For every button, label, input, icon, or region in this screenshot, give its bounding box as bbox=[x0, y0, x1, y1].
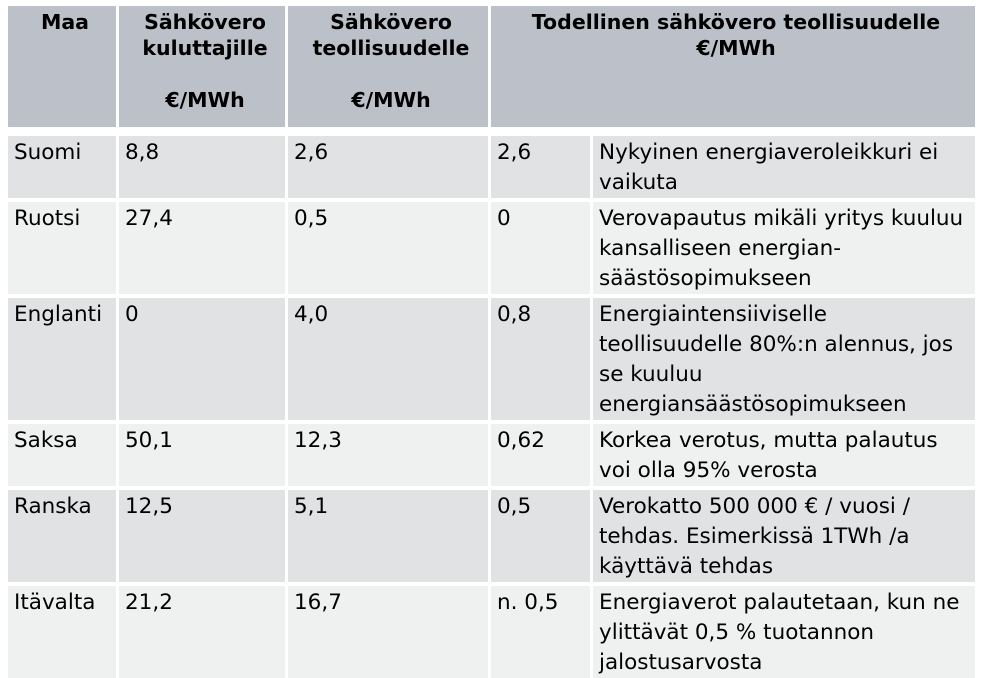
cell-country: Saksa bbox=[8, 424, 119, 490]
cell-industry-tax: 0,5 bbox=[288, 202, 491, 298]
cell-actual-tax: 0 bbox=[491, 202, 593, 298]
cell-country: Itävalta bbox=[8, 586, 119, 678]
cell-consumer-tax: 50,1 bbox=[119, 424, 288, 490]
header-consumer-tax: Sähkövero kuluttajille €/MWh bbox=[119, 6, 288, 131]
cell-note: Verovapautus mikäli yritys kuuluu kansal… bbox=[593, 202, 976, 298]
cell-note: Korkea verotus, mutta palautus voi olla … bbox=[593, 424, 976, 490]
cell-industry-tax: 4,0 bbox=[288, 298, 491, 424]
header-industry-unit: €/MWh bbox=[351, 88, 431, 112]
header-industry-tax-label: Sähkövero teollisuudelle bbox=[312, 10, 470, 60]
header-row: Maa Sähkövero kuluttajille €/MWh Sähköve… bbox=[8, 6, 976, 131]
cell-industry-tax: 16,7 bbox=[288, 586, 491, 678]
table-row: Ruotsi 27,4 0,5 0 Verovapautus mikäli yritys… bbox=[8, 202, 976, 298]
cell-note: Verokatto 500 000 € / vuosi / tehdas. Es… bbox=[593, 490, 976, 586]
cell-actual-tax: 2,6 bbox=[491, 136, 593, 202]
cell-consumer-tax: 8,8 bbox=[119, 136, 288, 202]
header-consumer-unit: €/MWh bbox=[165, 88, 245, 112]
header-actual-tax: Todellinen sähkövero teollisuudelle €/MW… bbox=[491, 6, 976, 131]
table-row: Ranska 12,5 5,1 0,5 Verokatto 500 000 € / vu… bbox=[8, 490, 976, 586]
electricity-tax-table: Maa Sähkövero kuluttajille €/MWh Sähköve… bbox=[8, 6, 976, 678]
header-industry-tax: Sähkövero teollisuudelle €/MWh bbox=[288, 6, 491, 131]
header-country-label: Maa bbox=[40, 10, 90, 34]
cell-note: Energiaverot palautetaan, kun ne ylittäv… bbox=[593, 586, 976, 678]
cell-industry-tax: 2,6 bbox=[288, 136, 491, 202]
cell-actual-tax: 0,62 bbox=[491, 424, 593, 490]
cell-note: Nykyinen energiaveroleikkuri ei vaikuta bbox=[593, 136, 976, 202]
table-row: Suomi 8,8 2,6 2,6 Nykyinen energiaveroleikku… bbox=[8, 136, 976, 202]
cell-consumer-tax: 27,4 bbox=[119, 202, 288, 298]
table-body: Suomi 8,8 2,6 2,6 Nykyinen energiaveroleikku… bbox=[8, 136, 976, 678]
cell-country: Suomi bbox=[8, 136, 119, 202]
table-row: Englanti 0 4,0 0,8 Energiaintensiiviselle te… bbox=[8, 298, 976, 424]
cell-actual-tax: n. 0,5 bbox=[491, 586, 593, 678]
cell-country: Englanti bbox=[8, 298, 119, 424]
cell-consumer-tax: 0 bbox=[119, 298, 288, 424]
header-consumer-tax-label: Sähkövero kuluttajille bbox=[142, 10, 268, 60]
table-row: Saksa 50,1 12,3 0,62 Korkea verotus, mutta p… bbox=[8, 424, 976, 490]
cell-actual-tax: 0,8 bbox=[491, 298, 593, 424]
cell-country: Ranska bbox=[8, 490, 119, 586]
cell-country: Ruotsi bbox=[8, 202, 119, 298]
table-row: Itävalta 21,2 16,7 n. 0,5 Energiaverot palau… bbox=[8, 586, 976, 678]
cell-consumer-tax: 12,5 bbox=[119, 490, 288, 586]
table-header: Maa Sähkövero kuluttajille €/MWh Sähköve… bbox=[8, 6, 976, 136]
cell-industry-tax: 5,1 bbox=[288, 490, 491, 586]
cell-consumer-tax: 21,2 bbox=[119, 586, 288, 678]
cell-industry-tax: 12,3 bbox=[288, 424, 491, 490]
cell-actual-tax: 0,5 bbox=[491, 490, 593, 586]
header-country: Maa bbox=[8, 6, 119, 131]
header-actual-tax-label: Todellinen sähkövero teollisuudelle €/MW… bbox=[531, 10, 941, 60]
cell-note: Energiaintensiiviselle teollisuudelle 80… bbox=[593, 298, 976, 424]
